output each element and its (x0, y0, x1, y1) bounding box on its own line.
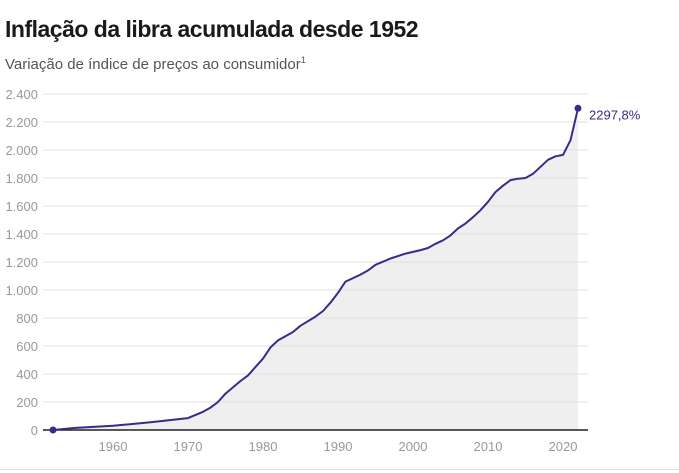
x-tick-label: 1990 (324, 439, 353, 454)
area-fill (53, 108, 578, 431)
end-point (574, 104, 582, 112)
series-line (52, 108, 579, 431)
y-tick-label: 800 (16, 311, 38, 326)
x-tick-label: 1960 (99, 439, 128, 454)
chart-subtitle: Variação de índice de preços ao consumid… (5, 55, 306, 73)
end-value-label: 2297,8% (589, 107, 641, 122)
y-tick-label: 400 (16, 367, 38, 382)
x-tick-label: 2000 (399, 439, 428, 454)
y-tick-label: 1.000 (5, 283, 38, 298)
y-tick-label: 2.000 (5, 143, 38, 158)
subtitle-text: Variação de índice de preços ao consumid… (5, 56, 301, 73)
x-tick-label: 1970 (174, 439, 203, 454)
y-tick-label: 2.400 (5, 87, 38, 102)
y-tick-label: 1.200 (5, 255, 38, 270)
y-tick-label: 200 (16, 395, 38, 410)
y-tick-label: 0 (31, 423, 38, 438)
y-tick-label: 2.200 (5, 115, 38, 130)
chart-title: Inflação da libra acumulada desde 1952 (5, 16, 419, 42)
x-tick-label: 2020 (549, 439, 578, 454)
y-tick-label: 1.800 (5, 171, 38, 186)
y-tick-label: 600 (16, 339, 38, 354)
footnote-marker: 1 (300, 55, 306, 65)
x-tick-label: 2010 (474, 439, 503, 454)
bottom-divider (0, 469, 679, 470)
y-tick-label: 1.400 (5, 227, 38, 242)
y-tick-label: 1.600 (5, 199, 38, 214)
x-tick-label: 1980 (249, 439, 278, 454)
start-point (49, 426, 57, 434)
